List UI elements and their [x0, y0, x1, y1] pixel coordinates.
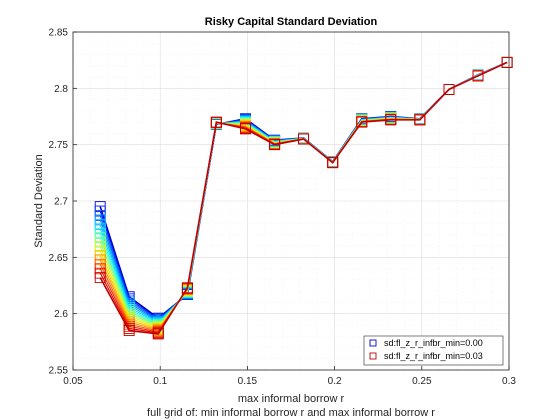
x-tick-label: 0.2 — [328, 376, 342, 387]
data-point — [501, 56, 513, 68]
x-axis-label: max informal borrow r — [238, 393, 345, 405]
y-tick-label: 2.6 — [54, 309, 68, 320]
data-point — [123, 325, 135, 337]
data-point — [385, 114, 397, 126]
legend-box — [363, 335, 504, 366]
y-tick-label: 2.8 — [54, 84, 68, 95]
x-axis: 0.05 0.1 0.15 0.2 0.25 0.3 — [63, 366, 516, 387]
chart-title: Risky Capital Standard Deviation — [205, 16, 378, 28]
data-point — [443, 84, 455, 95]
data-point — [327, 157, 339, 169]
data-point — [240, 123, 251, 135]
x-tick-label: 0.15 — [238, 376, 258, 387]
x-axis-sublabel: full grid of: min informal borrow r and … — [147, 407, 435, 419]
y-tick-label: 2.75 — [49, 140, 69, 151]
y-tick-label: 2.65 — [49, 253, 69, 264]
series-layer — [94, 56, 513, 340]
data-point — [210, 116, 222, 128]
legend-entry-series-2: sd:fl_z_r_infbr_min=0.03 — [384, 351, 483, 361]
y-axis-label: Standard Deviation — [33, 154, 45, 248]
data-point — [472, 70, 484, 82]
x-tick-label: 0.05 — [63, 376, 83, 387]
x-tick-label: 0.3 — [502, 376, 516, 387]
data-point — [298, 133, 310, 145]
legend: sd:fl_z_r_infbr_min=0.00 sd:fl_z_r_infbr… — [363, 335, 504, 366]
y-tick-label: 2.7 — [54, 197, 68, 208]
y-axis: 2.55 2.6 2.65 2.7 2.75 2.8 2.85 — [49, 28, 77, 377]
legend-marker-series-2 — [369, 352, 377, 360]
y-tick-label: 2.85 — [49, 28, 69, 39]
data-point — [94, 272, 106, 284]
data-point — [181, 282, 193, 294]
legend-entry-series-1: sd:fl_z_r_infbr_min=0.00 — [384, 338, 483, 348]
data-point — [269, 139, 281, 151]
series-2 — [94, 56, 513, 340]
series-line — [99, 61, 508, 335]
data-point — [414, 114, 426, 126]
y-tick-label: 2.55 — [49, 366, 69, 377]
x-tick-label: 0.1 — [153, 376, 167, 387]
x-tick-label: 0.25 — [412, 376, 432, 387]
data-point — [356, 116, 368, 128]
legend-marker-series-1 — [369, 339, 377, 347]
data-point — [152, 328, 164, 340]
